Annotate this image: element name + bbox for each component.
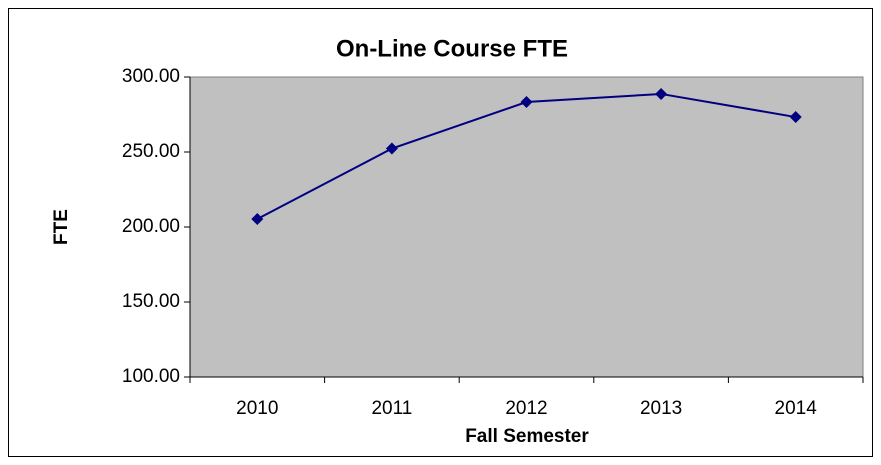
y-axis-label: FTE	[51, 209, 72, 245]
y-tick-label: 300.00	[122, 66, 180, 87]
y-tick-label: 150.00	[122, 291, 180, 312]
point-marker	[789, 111, 802, 124]
x-tick-label: 2010	[236, 398, 278, 419]
x-axis-label: Fall Semester	[465, 426, 589, 447]
point-marker	[520, 96, 533, 109]
x-tick-label: 2013	[640, 398, 682, 419]
point-marker	[655, 87, 668, 100]
plot-area	[189, 76, 864, 378]
chart-title: On-Line Course FTE	[336, 35, 568, 62]
x-tick-label: 2012	[505, 398, 547, 419]
y-tick-label: 100.00	[122, 366, 180, 387]
x-tick-label: 2014	[775, 398, 818, 419]
y-tick-label: 250.00	[122, 141, 180, 162]
point-marker	[385, 142, 398, 155]
y-tick-label: 200.00	[122, 216, 180, 237]
point-marker	[251, 213, 264, 226]
x-tick-label: 2011	[371, 398, 412, 419]
